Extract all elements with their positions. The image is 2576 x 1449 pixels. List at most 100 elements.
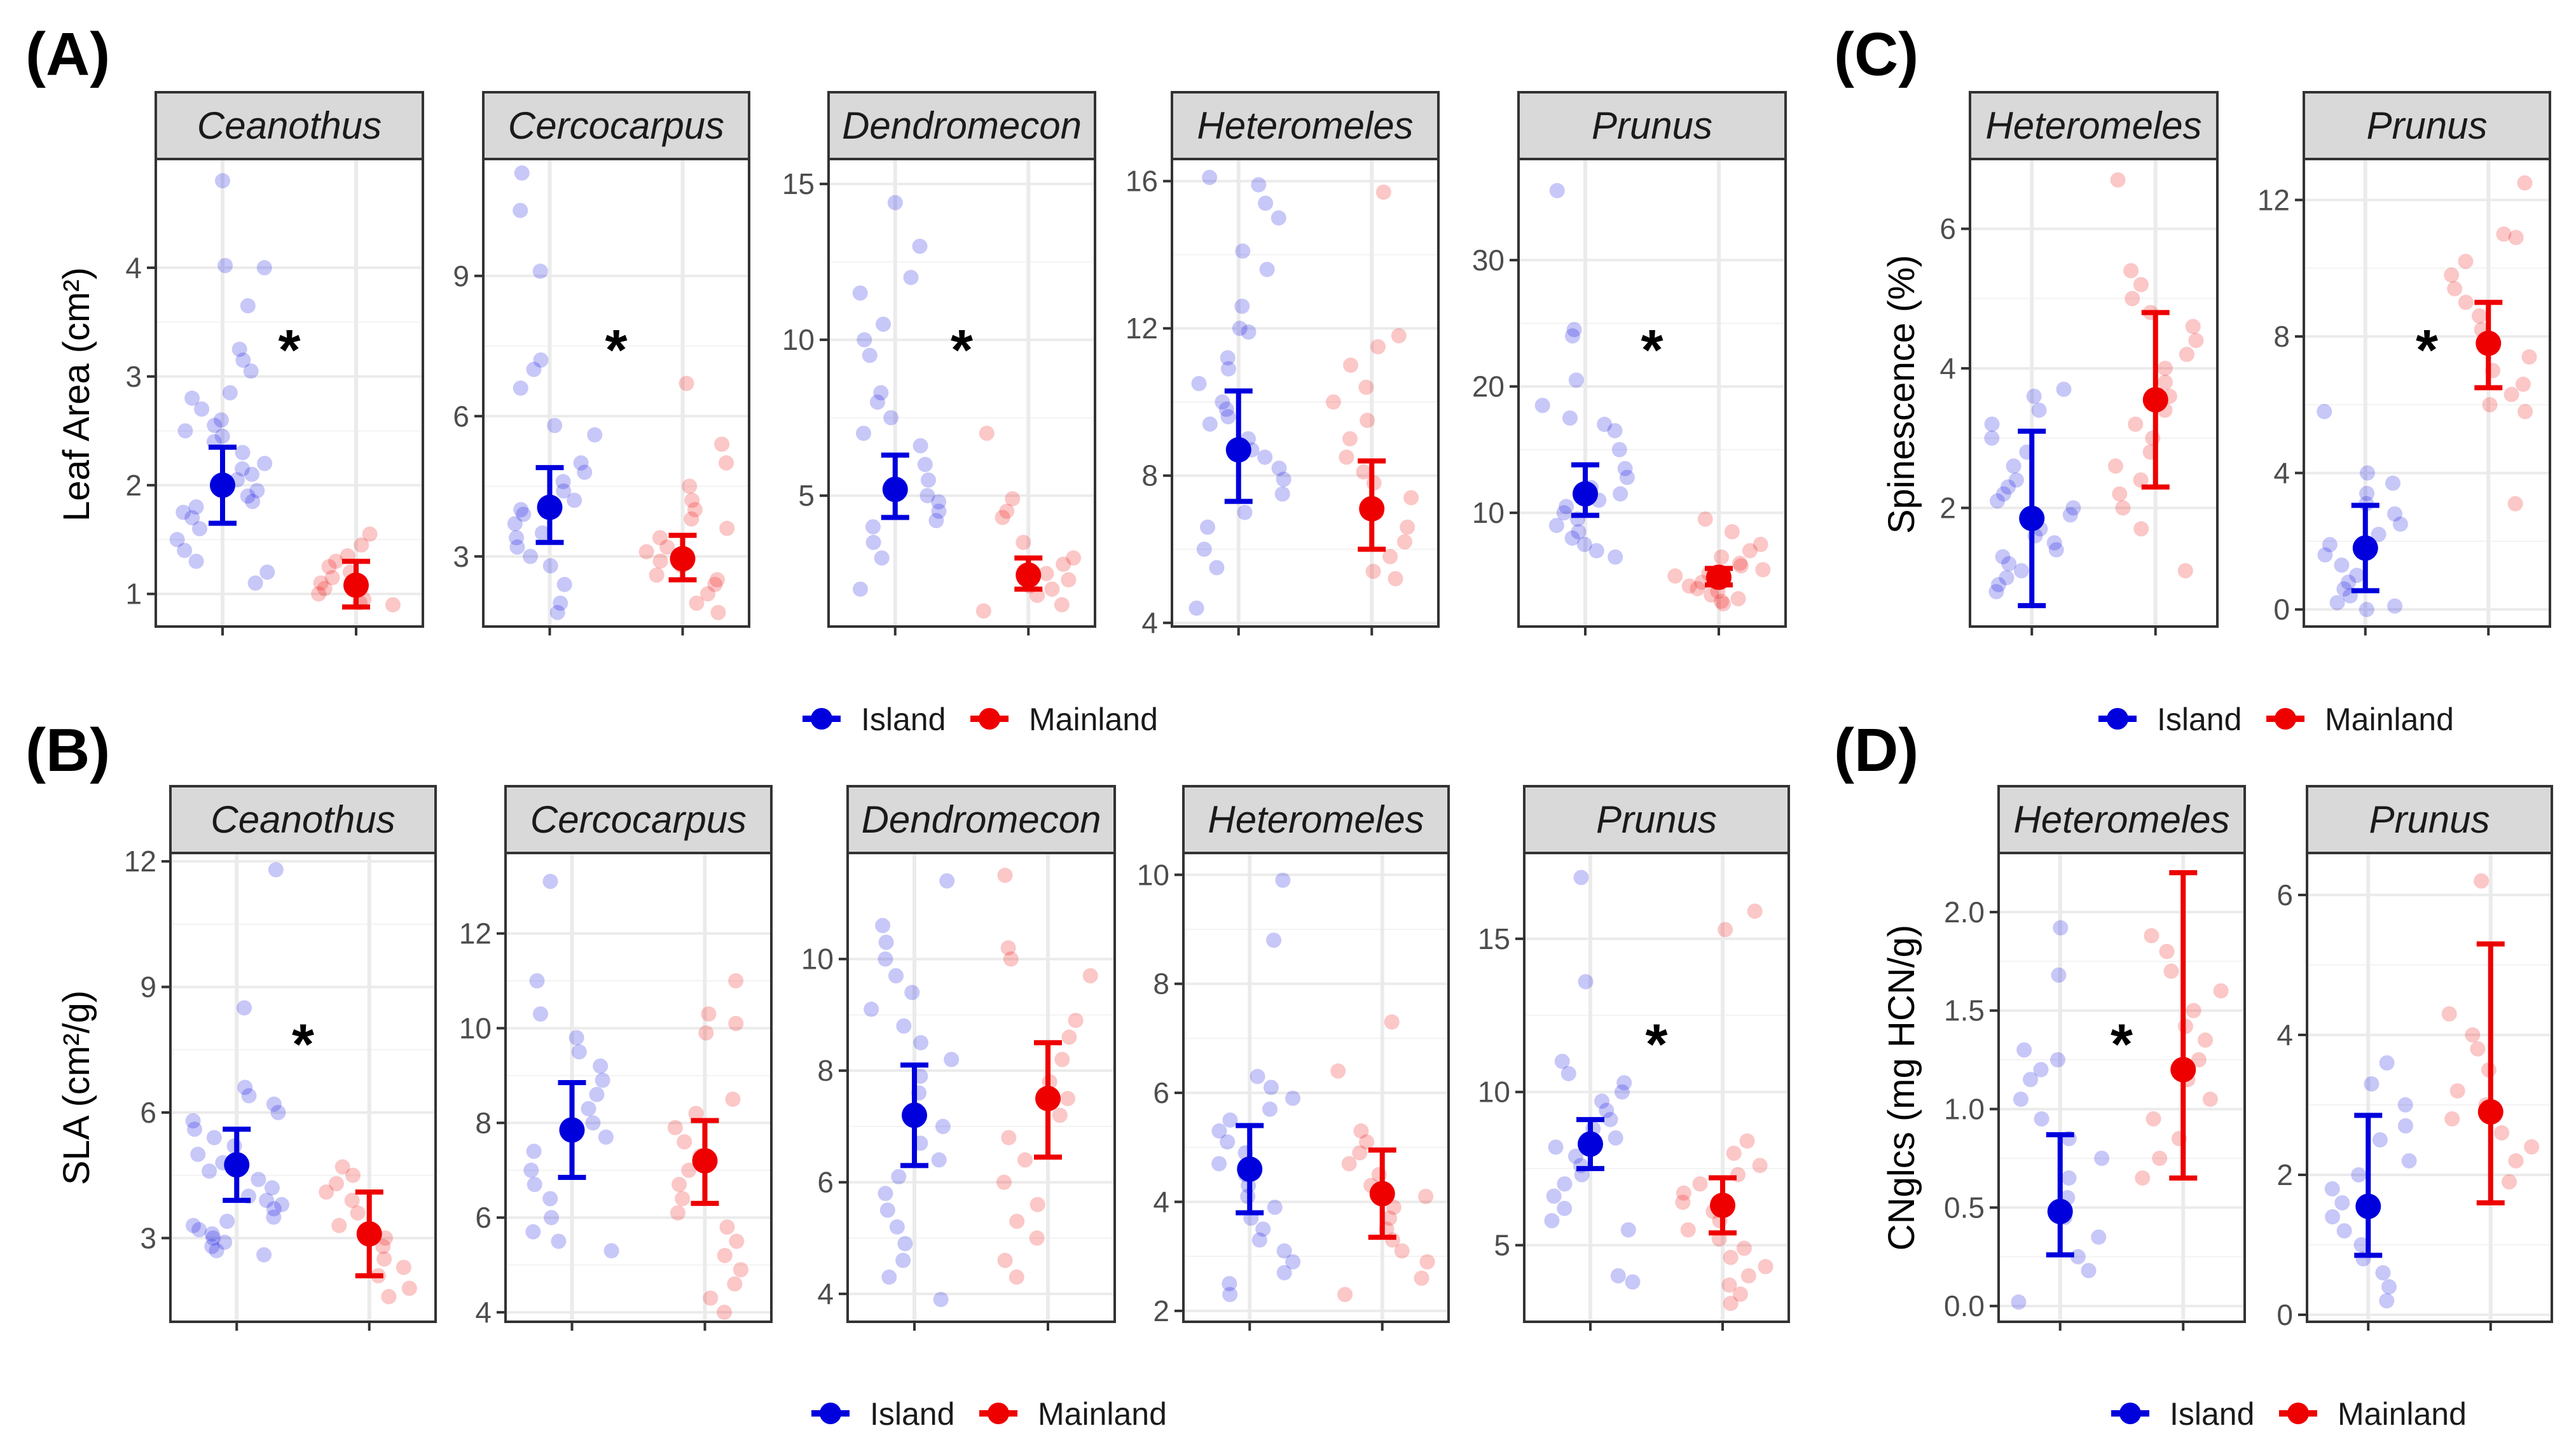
island-data-point (897, 1236, 913, 1252)
island-data-point (568, 1030, 584, 1046)
facet-title: Heteromeles (1197, 104, 1413, 147)
island-data-point (231, 342, 247, 357)
ylabel-a: Leaf Area (cm²) (56, 267, 97, 522)
mainland-data-point (1325, 394, 1341, 410)
y-tick-label: 12 (1126, 312, 1158, 345)
mainland-data-point (729, 1233, 745, 1249)
island-mean-point (2047, 1198, 2073, 1224)
island-mean-point (537, 494, 563, 520)
island-data-point (2371, 527, 2387, 543)
mainland-data-point (2474, 873, 2490, 889)
mainland-mean-point (1369, 1181, 1395, 1207)
island-data-point (1257, 449, 1273, 465)
island-data-point (1616, 1075, 1632, 1091)
island-data-point (247, 575, 263, 591)
island-data-point (184, 510, 200, 526)
gridlines (1524, 853, 1789, 1322)
island-data-point (865, 519, 881, 535)
island-mean-point (224, 1152, 250, 1178)
island-data-point (532, 263, 548, 279)
mainland-data-point (381, 1289, 397, 1305)
island-data-point (526, 361, 542, 377)
island-data-point (1218, 401, 1234, 417)
mainland-data-point (2159, 943, 2175, 959)
mainland-data-point (2123, 263, 2139, 279)
y-tick-label: 12 (124, 845, 156, 878)
mainland-data-point (689, 595, 705, 611)
island-data-point (881, 1269, 897, 1285)
island-data-point (542, 558, 558, 574)
plot-background (1524, 853, 1789, 1322)
island-data-point (895, 1252, 911, 1268)
island-data-point (1576, 536, 1592, 552)
legend-mainland-dot (2275, 708, 2296, 730)
island-data-point (2056, 382, 2072, 398)
mainland-data-point (331, 1217, 347, 1233)
island-data-point (266, 1096, 282, 1112)
y-axis: 3 6 9 (453, 260, 483, 573)
y-tick-label: 2 (2276, 1158, 2293, 1191)
mainland-data-point (2471, 308, 2487, 324)
mainland-data-point (1029, 1230, 1045, 1246)
mainland-data-point (2125, 291, 2140, 307)
island-data-point (1274, 486, 1290, 502)
mainland-mean-point (692, 1147, 718, 1174)
island-data-point (2341, 574, 2357, 590)
island-data-point (259, 1193, 275, 1209)
mainland-data-point (975, 603, 991, 619)
facet-strip (169, 785, 437, 854)
island-data-point (879, 1202, 895, 1218)
mainland-data-point (1675, 1195, 1691, 1210)
facet-strip (827, 91, 1096, 160)
island-data-point (2317, 404, 2332, 420)
y-tick-label: 9 (140, 971, 156, 1004)
island-data-point (1614, 1084, 1630, 1100)
y-axis: 2 4 6 (1939, 212, 1970, 525)
mainland-data-point (2213, 983, 2229, 999)
island-data-point (1222, 1112, 1238, 1128)
island-data-point (1276, 471, 1291, 487)
mainland-data-point (2465, 1027, 2481, 1043)
island-mean-ci (2354, 1113, 2383, 1258)
y-tick-label: 3 (140, 1221, 156, 1254)
mainland-data-point (1394, 1243, 1410, 1259)
mainland-mean-ci (355, 1189, 383, 1279)
island-data-point (509, 539, 525, 555)
mainland-mean-ci (1034, 1040, 1062, 1160)
island-data-point (1267, 1200, 1283, 1216)
island-data-point (188, 553, 204, 569)
island-data-point (939, 873, 955, 889)
island-data-point (852, 285, 868, 301)
island-data-point (883, 410, 899, 426)
island-mean-point (882, 476, 908, 503)
island-data-point (2334, 557, 2350, 573)
mainland-data-point (1337, 1287, 1353, 1303)
mainland-data-point (1370, 339, 1386, 355)
island-data-point (2375, 1265, 2391, 1280)
y-tick-label: 4 (817, 1277, 834, 1310)
island-data-point (1232, 321, 1248, 336)
mainland-data-point (1360, 412, 1375, 428)
y-tick-label: 6 (475, 1201, 492, 1234)
panel-label-a: (A) (25, 20, 110, 88)
mainland-data-point (1758, 1259, 1774, 1275)
plot-border (846, 852, 1116, 1323)
mainland-data-point (996, 1174, 1012, 1190)
island-mean-point (1225, 437, 1251, 463)
mainland-data-point (1732, 1286, 1748, 1302)
plot-background (506, 853, 771, 1322)
island-data-point (2046, 535, 2062, 551)
island-data-point (2001, 556, 2017, 572)
island-data-point (187, 1121, 203, 1137)
mainland-data-point (1718, 922, 1733, 938)
mainland-data-point (1397, 534, 1413, 550)
island-data-point (857, 332, 872, 348)
island-data-point (944, 1051, 960, 1067)
mainland-mean-ci (1709, 1175, 1737, 1236)
island-data-point (2336, 1223, 2352, 1238)
mainland-mean-point (1706, 564, 1732, 590)
island-data-point (2023, 1072, 2039, 1088)
island-mean-ci (558, 1080, 586, 1180)
mainland-data-point (1339, 449, 1354, 465)
y-tick-label: 6 (2276, 878, 2293, 912)
